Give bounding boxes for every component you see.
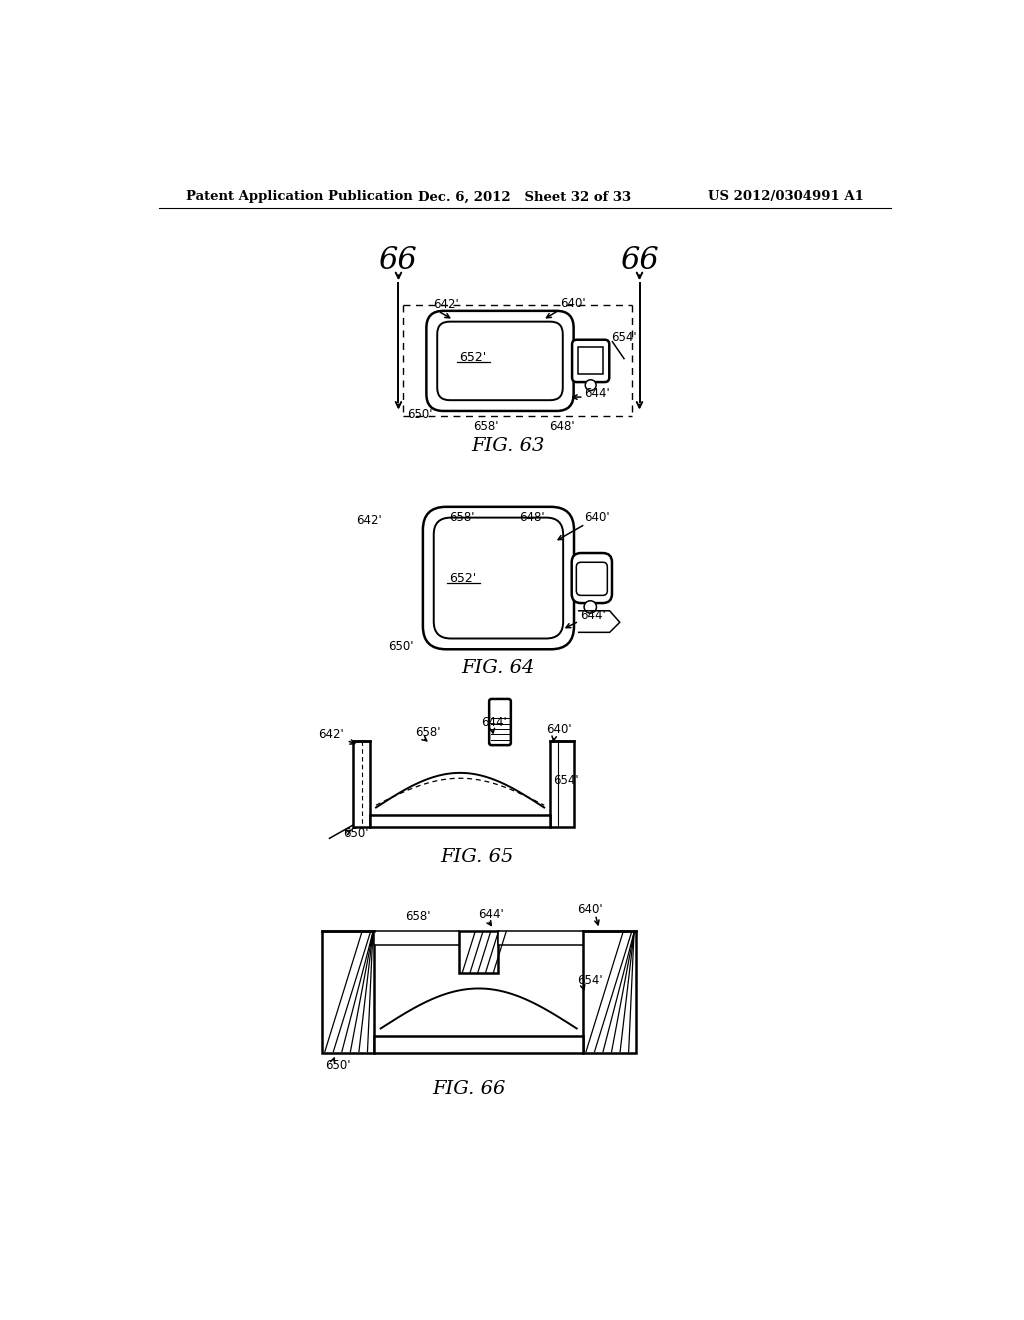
Text: 644': 644'	[580, 610, 605, 622]
Circle shape	[586, 380, 596, 391]
FancyBboxPatch shape	[437, 322, 563, 400]
Text: 640': 640'	[578, 903, 603, 916]
FancyBboxPatch shape	[571, 553, 612, 603]
Text: 658': 658'	[415, 726, 440, 739]
Text: 650': 650'	[407, 408, 432, 421]
Text: 658': 658'	[406, 911, 431, 924]
Text: Dec. 6, 2012   Sheet 32 of 33: Dec. 6, 2012 Sheet 32 of 33	[418, 190, 632, 203]
Text: FIG. 65: FIG. 65	[440, 847, 513, 866]
Text: 648': 648'	[549, 420, 574, 433]
Text: 650': 650'	[343, 828, 369, 841]
Text: 642': 642'	[433, 298, 459, 312]
Text: 658': 658'	[450, 511, 475, 524]
Bar	[375, 1036, 583, 1053]
Text: 644': 644'	[584, 387, 609, 400]
Bar	[498, 931, 583, 945]
Text: US 2012/0304991 A1: US 2012/0304991 A1	[709, 190, 864, 203]
Text: 644': 644'	[478, 908, 504, 921]
Bar	[370, 816, 550, 826]
FancyBboxPatch shape	[434, 517, 563, 639]
FancyBboxPatch shape	[489, 700, 511, 744]
Text: Patent Application Publication: Patent Application Publication	[186, 190, 413, 203]
Text: FIG. 64: FIG. 64	[462, 659, 536, 677]
Bar	[579, 347, 603, 375]
Bar	[375, 931, 460, 945]
Text: 648': 648'	[519, 511, 545, 524]
Bar	[583, 931, 636, 1053]
Text: 642': 642'	[317, 727, 343, 741]
Text: 640': 640'	[547, 723, 572, 737]
Text: 650': 650'	[388, 640, 414, 653]
Text: 66: 66	[378, 246, 417, 276]
Text: 652': 652'	[450, 572, 476, 585]
Circle shape	[584, 601, 597, 612]
FancyBboxPatch shape	[577, 562, 607, 595]
Text: 640': 640'	[584, 511, 609, 524]
Text: 654': 654'	[578, 974, 603, 987]
Text: 658': 658'	[473, 420, 499, 433]
Text: 642': 642'	[356, 513, 382, 527]
Bar	[550, 742, 573, 826]
Text: 644': 644'	[480, 717, 507, 730]
Text: 66: 66	[621, 246, 658, 276]
Text: FIG. 63: FIG. 63	[471, 437, 545, 455]
Bar	[460, 931, 498, 973]
Text: FIG. 66: FIG. 66	[432, 1080, 506, 1097]
FancyBboxPatch shape	[572, 339, 609, 381]
Text: 654': 654'	[553, 774, 579, 787]
FancyBboxPatch shape	[423, 507, 574, 649]
Bar	[352, 742, 370, 826]
Text: 650': 650'	[326, 1059, 351, 1072]
Text: 640': 640'	[560, 297, 586, 310]
Text: 654': 654'	[611, 330, 637, 343]
Bar	[322, 931, 375, 1053]
FancyBboxPatch shape	[426, 312, 573, 411]
Text: 652': 652'	[459, 351, 486, 363]
